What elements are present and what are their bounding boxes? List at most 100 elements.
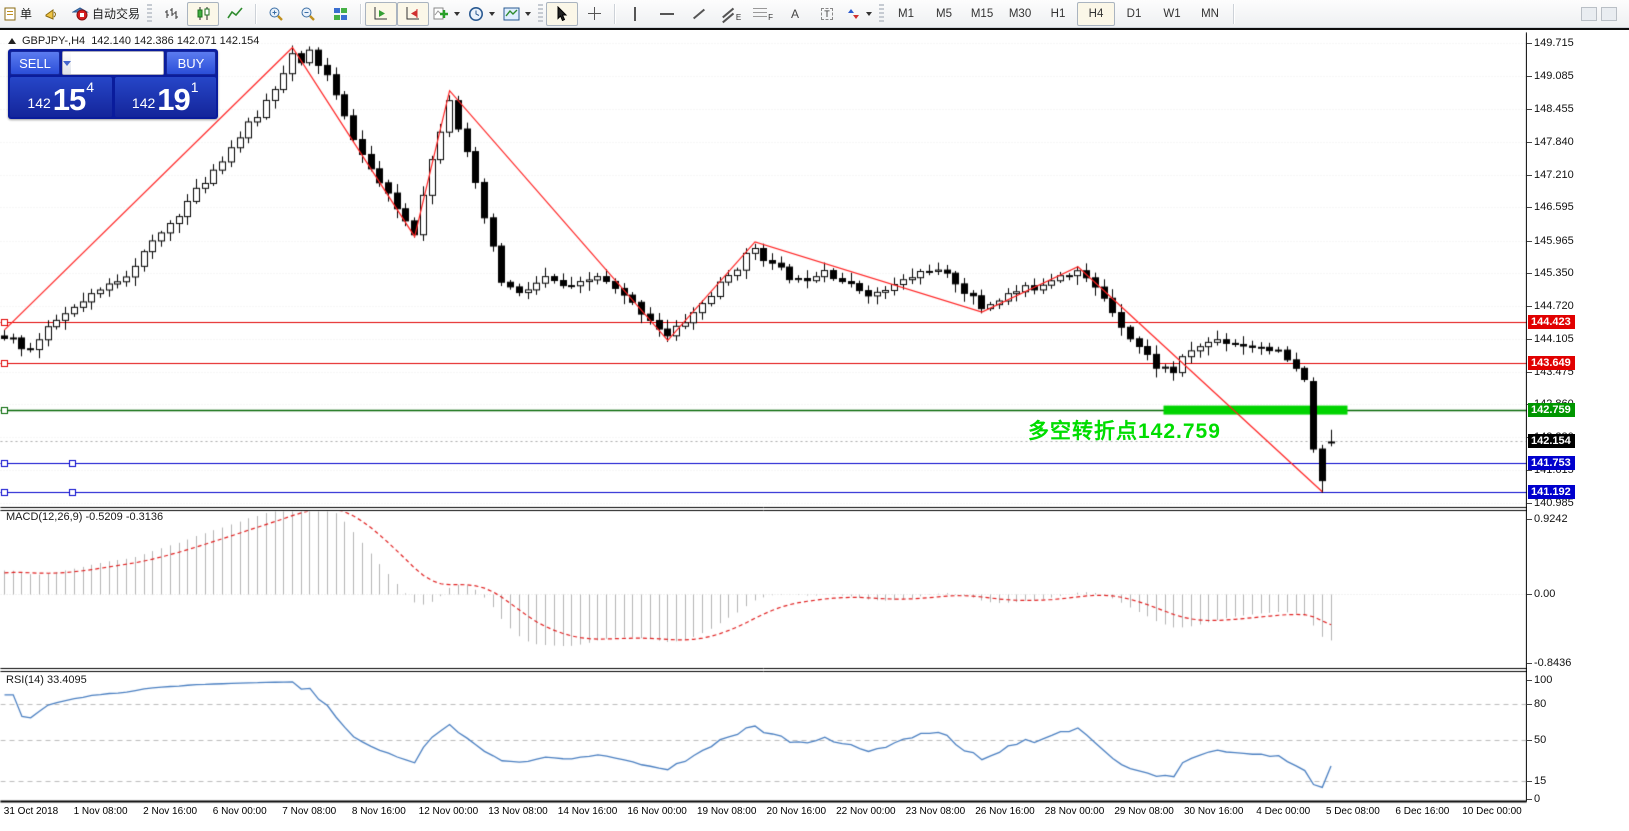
date-label: 31 Oct 2018 bbox=[4, 806, 58, 817]
date-label: 14 Nov 16:00 bbox=[558, 806, 618, 817]
cursor-tool-button[interactable] bbox=[546, 2, 578, 26]
indicators-button[interactable] bbox=[429, 2, 464, 26]
price-level-chip: 143.649 bbox=[1528, 356, 1575, 370]
price-tick-label: 145.350 bbox=[1534, 267, 1574, 279]
symbol-header: GBPJPY-,H4 142.140 142.386 142.071 142.1… bbox=[8, 35, 259, 47]
candle-chart-mode-button[interactable] bbox=[187, 2, 219, 26]
order-doc-icon bbox=[4, 7, 17, 21]
horizontal-line-tool-button[interactable] bbox=[651, 2, 683, 26]
tab-timeframe-m15[interactable]: M15 bbox=[963, 2, 1001, 26]
tab-timeframe-m1[interactable]: M1 bbox=[887, 2, 925, 26]
symbol-timeframe: GBPJPY-,H4 bbox=[22, 35, 85, 47]
horn-icon bbox=[44, 7, 60, 21]
one-click-trading-panel: SELL BUY 142 15 4 142 19 1 bbox=[8, 49, 218, 119]
price-axis[interactable]: 149.715149.085148.455147.840147.210146.5… bbox=[1527, 32, 1629, 804]
collapse-panel-icon[interactable] bbox=[8, 38, 16, 44]
volume-input[interactable] bbox=[71, 52, 164, 74]
chart-canvas[interactable] bbox=[0, 32, 1527, 804]
trendline-icon bbox=[693, 8, 705, 19]
date-label: 6 Nov 00:00 bbox=[213, 806, 267, 817]
vertical-line-tool-button[interactable] bbox=[619, 2, 651, 26]
tab-timeframe-w1[interactable]: W1 bbox=[1153, 2, 1191, 26]
auto-scroll-button[interactable] bbox=[365, 2, 397, 26]
date-label: 30 Nov 16:00 bbox=[1184, 806, 1244, 817]
price-level-chip: 141.192 bbox=[1528, 485, 1575, 499]
pivot-annotation: 多空转折点142.759 bbox=[1028, 415, 1221, 445]
label-tool-button[interactable]: T bbox=[811, 2, 843, 26]
price-tick-label: 146.595 bbox=[1534, 201, 1574, 213]
line-chart-mode-button[interactable] bbox=[219, 2, 251, 26]
tab-timeframe-m30[interactable]: M30 bbox=[1001, 2, 1039, 26]
price-level-chip: 141.753 bbox=[1528, 456, 1575, 470]
price-level-chip: 142.759 bbox=[1528, 403, 1575, 417]
zoom-in-button[interactable] bbox=[260, 2, 292, 26]
tab-timeframe-h1[interactable]: H1 bbox=[1039, 2, 1077, 26]
sell-button[interactable]: SELL bbox=[10, 51, 60, 75]
autotrading-icon bbox=[72, 6, 89, 21]
sell-price-quote[interactable]: 142 15 4 bbox=[10, 77, 112, 117]
chart-shift-button[interactable] bbox=[397, 2, 429, 26]
volume-decrease-button[interactable] bbox=[63, 52, 71, 74]
date-label: 7 Nov 08:00 bbox=[282, 806, 336, 817]
time-axis[interactable]: 31 Oct 20181 Nov 08:002 Nov 16:006 Nov 0… bbox=[0, 804, 1527, 820]
templates-button[interactable] bbox=[499, 2, 535, 26]
price-level-chip: 142.154 bbox=[1528, 434, 1575, 448]
bar-chart-mode-button[interactable] bbox=[155, 2, 187, 26]
tab-timeframe-d1[interactable]: D1 bbox=[1115, 2, 1153, 26]
toolbar: 单 自动交易 bbox=[0, 0, 1629, 28]
dropdown-arrow-icon bbox=[525, 12, 531, 16]
indicator-tick-label: 80 bbox=[1534, 698, 1546, 710]
periods-button[interactable] bbox=[464, 2, 499, 26]
crosshair-tool-button[interactable] bbox=[578, 2, 610, 26]
zoom-out-button[interactable] bbox=[292, 2, 324, 26]
autotrading-button[interactable]: 自动交易 bbox=[68, 2, 144, 26]
arrows-tool-button[interactable] bbox=[843, 2, 876, 26]
tile-windows-button[interactable] bbox=[324, 2, 356, 26]
price-tick-label: 147.210 bbox=[1534, 169, 1574, 181]
dropdown-arrow-icon bbox=[489, 12, 495, 16]
rsi-indicator-label: RSI(14) 33.4095 bbox=[6, 674, 87, 686]
channel-letter: E bbox=[736, 13, 741, 22]
buy-price-quote[interactable]: 142 19 1 bbox=[115, 77, 217, 117]
tab-timeframe-m5[interactable]: M5 bbox=[925, 2, 963, 26]
clock-icon bbox=[468, 6, 484, 22]
channel-icon bbox=[721, 7, 735, 21]
text-tool-button[interactable]: A bbox=[779, 2, 811, 26]
tab-timeframe-mn[interactable]: MN bbox=[1191, 2, 1229, 26]
sell-price-prefix: 142 bbox=[27, 92, 50, 114]
timeframe-group: M1M5M15M30H1H4D1W1MN bbox=[887, 2, 1229, 26]
indicators-icon bbox=[433, 6, 449, 21]
chart-shift-icon bbox=[405, 6, 421, 21]
date-label: 12 Nov 00:00 bbox=[419, 806, 479, 817]
date-label: 6 Dec 16:00 bbox=[1395, 806, 1449, 817]
tab-timeframe-h4[interactable]: H4 bbox=[1077, 2, 1115, 26]
date-label: 16 Nov 00:00 bbox=[627, 806, 687, 817]
chart-window: GBPJPY-,H4 142.140 142.386 142.071 142.1… bbox=[0, 28, 1629, 818]
vertical-line-icon bbox=[634, 7, 636, 21]
window-icon[interactable] bbox=[1601, 7, 1617, 21]
indicator-tick-label: 0.9242 bbox=[1534, 513, 1568, 525]
price-tick-label: 145.965 bbox=[1534, 235, 1574, 247]
horizontal-line-icon bbox=[660, 13, 674, 15]
date-label: 29 Nov 08:00 bbox=[1114, 806, 1174, 817]
fibonacci-tool-button[interactable]: F bbox=[747, 2, 779, 26]
indicator-tick-label: 0 bbox=[1534, 793, 1540, 805]
date-label: 4 Dec 00:00 bbox=[1256, 806, 1310, 817]
toolbar-separator bbox=[1233, 4, 1234, 24]
buy-price-sup: 1 bbox=[191, 72, 199, 102]
line-chart-icon bbox=[227, 6, 243, 21]
new-order-button[interactable]: 单 bbox=[0, 2, 36, 26]
cursor-icon bbox=[555, 6, 569, 21]
fibonacci-letter: F bbox=[768, 13, 773, 22]
toolbar-separator bbox=[614, 4, 615, 24]
autotrading-label: 自动交易 bbox=[92, 5, 140, 22]
trendline-tool-button[interactable] bbox=[683, 2, 715, 26]
date-label: 23 Nov 08:00 bbox=[906, 806, 966, 817]
window-icon[interactable] bbox=[1581, 7, 1597, 21]
alerts-button[interactable] bbox=[36, 2, 68, 26]
channel-tool-button[interactable]: E bbox=[715, 2, 747, 26]
indicator-tick-label: -0.8436 bbox=[1534, 657, 1571, 669]
tile-windows-icon bbox=[333, 7, 348, 21]
price-tick-label: 144.105 bbox=[1534, 333, 1574, 345]
price-tick-label: 149.715 bbox=[1534, 37, 1574, 49]
